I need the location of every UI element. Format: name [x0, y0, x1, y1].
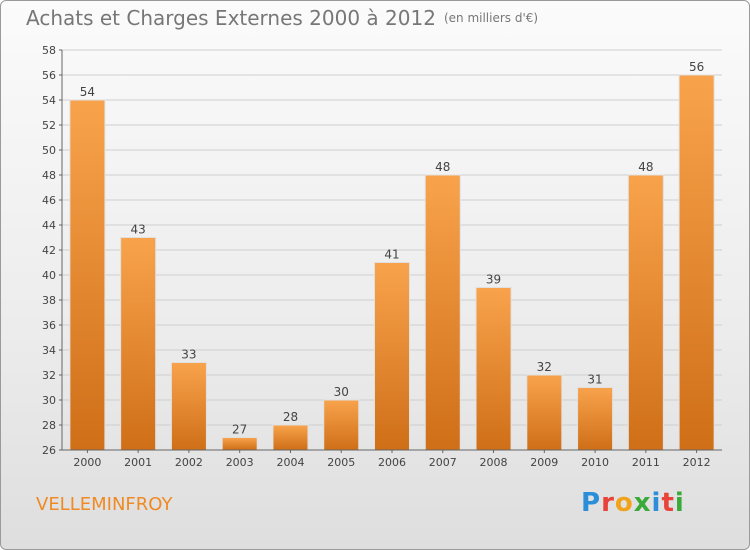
x-tick-label: 2012 — [683, 456, 711, 469]
data-label: 30 — [334, 385, 349, 399]
data-label: 39 — [486, 273, 501, 287]
x-tick-label: 2001 — [124, 456, 152, 469]
bars — [69, 74, 715, 451]
y-tick-label: 36 — [42, 319, 56, 332]
bar — [526, 374, 563, 451]
y-tick-label: 50 — [42, 144, 56, 157]
y-tick-label: 30 — [42, 394, 56, 407]
bar — [627, 174, 664, 451]
logo-letter: x — [633, 488, 652, 518]
data-label: 43 — [131, 223, 146, 237]
bar — [272, 424, 309, 451]
chart-title-text: Achats et Charges Externes 2000 à 2012 — [26, 6, 436, 30]
y-tick-label: 28 — [42, 419, 56, 432]
x-tick-label: 2008 — [480, 456, 508, 469]
bar — [577, 387, 614, 451]
data-label: 27 — [232, 423, 247, 437]
bar — [475, 287, 512, 451]
y-tick-label: 52 — [42, 119, 56, 132]
y-tick-label: 58 — [42, 44, 56, 57]
data-label: 32 — [537, 360, 552, 374]
x-tick-label: 2010 — [581, 456, 609, 469]
data-label: 31 — [587, 373, 602, 387]
bar — [374, 262, 410, 451]
y-tick-label: 44 — [42, 219, 56, 232]
chart-subtitle: (en milliers d'€) — [443, 11, 539, 25]
y-tick-label: 32 — [42, 369, 56, 382]
bar — [678, 74, 715, 451]
chart-title: Achats et Charges Externes 2000 à 2012 (e… — [26, 6, 538, 30]
bar — [120, 237, 157, 451]
commune-name: VELLEMINFROY — [36, 494, 173, 515]
logo-letter: t — [661, 488, 675, 518]
x-tick-label: 2004 — [276, 456, 304, 469]
y-tick-label: 46 — [42, 194, 56, 207]
y-tick-label: 34 — [42, 344, 56, 357]
proxiti-logo[interactable]: Proxiti — [581, 488, 685, 518]
x-tick-label: 2006 — [378, 456, 406, 469]
data-label: 28 — [283, 410, 298, 424]
data-label: 41 — [384, 248, 399, 262]
x-tick-label: 2002 — [175, 456, 203, 469]
axes — [59, 49, 722, 453]
data-label: 48 — [435, 160, 450, 174]
data-label: 56 — [689, 60, 704, 74]
x-tick-label: 2009 — [530, 456, 558, 469]
labels: 26 28 30 32 34 36 38 40 42 44 46 48 50 52 54 56 58 54 2000… — [42, 44, 711, 469]
bar — [424, 174, 461, 451]
bar — [170, 362, 207, 451]
logo-letter: r — [601, 488, 615, 518]
bar — [69, 99, 106, 451]
y-tick-label: 54 — [42, 94, 56, 107]
x-tick-label: 2003 — [226, 456, 254, 469]
y-tick-label: 48 — [42, 169, 56, 182]
data-label: 33 — [181, 348, 196, 362]
logo-letter: o — [614, 488, 634, 518]
bar — [221, 437, 258, 451]
logo-letter: P — [581, 488, 602, 518]
y-tick-label: 40 — [42, 269, 56, 282]
data-label: 54 — [80, 85, 95, 99]
x-tick-label: 2007 — [429, 456, 457, 469]
y-tick-label: 38 — [42, 294, 56, 307]
y-tick-label: 42 — [42, 244, 56, 257]
x-tick-label: 2005 — [327, 456, 355, 469]
logo-letter: i — [651, 488, 662, 518]
bar — [323, 399, 360, 451]
x-tick-label: 2000 — [73, 456, 101, 469]
y-tick-label: 26 — [42, 444, 56, 457]
logo-letter: i — [674, 488, 685, 518]
data-label: 48 — [638, 160, 653, 174]
x-tick-label: 2011 — [632, 456, 660, 469]
y-tick-label: 56 — [42, 69, 56, 82]
